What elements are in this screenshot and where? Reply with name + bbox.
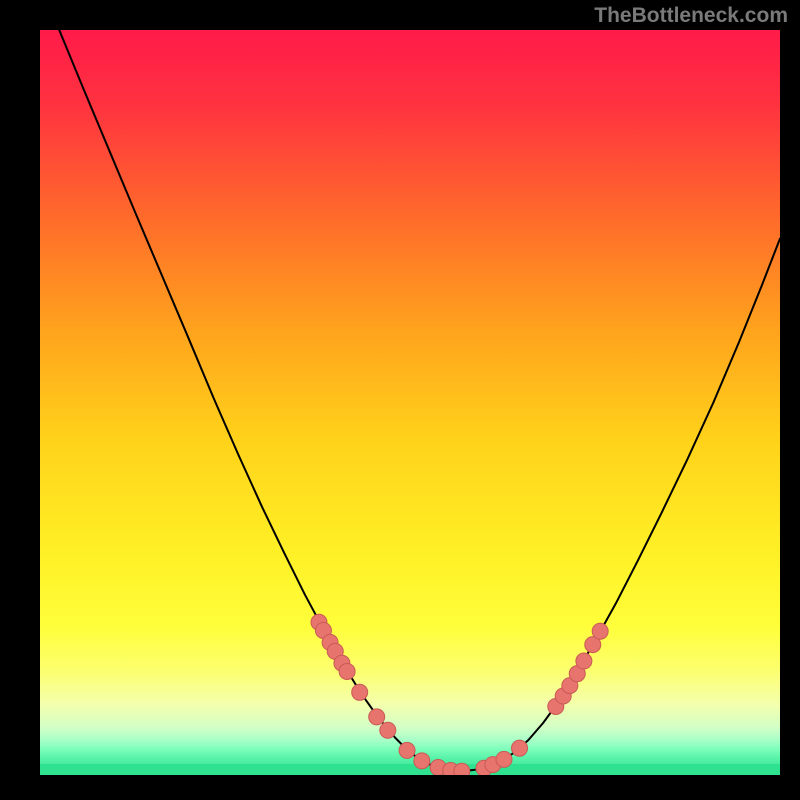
plot-area [40,30,780,775]
marker-group [311,614,608,775]
curve-marker [454,763,470,775]
curve-svg [40,30,780,775]
curve-marker [380,722,396,738]
curve-marker [576,653,592,669]
curve-marker [496,751,512,767]
curve-marker [399,742,415,758]
watermark-text: TheBottleneck.com [594,4,788,28]
chart-container: TheBottleneck.com [0,0,800,800]
curve-marker [369,709,385,725]
curve-marker [339,663,355,679]
curve-marker [592,623,608,639]
bottleneck-curve [59,30,780,771]
curve-marker [414,753,430,769]
curve-marker [352,684,368,700]
curve-marker [512,740,528,756]
